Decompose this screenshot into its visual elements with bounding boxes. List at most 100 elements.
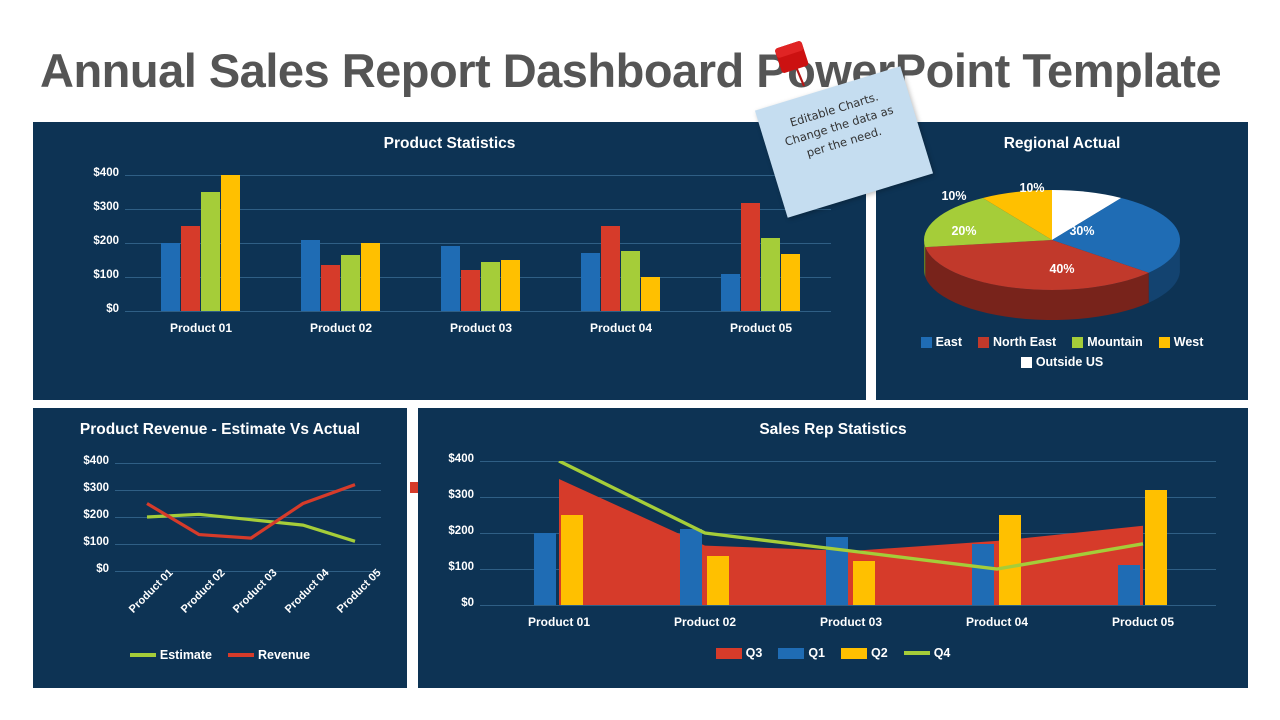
line-q4-svg — [558, 461, 1144, 571]
pushpin-icon — [775, 41, 809, 87]
legend-label-west: West — [1173, 335, 1204, 349]
bar-q2-5 — [1145, 489, 1167, 605]
page-title: Annual Sales Report Dashboard PowerPoint… — [40, 44, 1222, 97]
legend-swatch-east — [920, 336, 932, 348]
pie-value-label-outside-us: 10% — [1019, 181, 1045, 195]
bar-q2-1 — [561, 515, 583, 605]
regional-actual-legend: East North East Mountain West Outside US — [902, 335, 1222, 369]
bar-q3-5 — [761, 237, 780, 311]
bar-q3-4 — [621, 250, 640, 311]
panel-sales-rep: Sales Rep Statistics $0 $100 $200 $300 $400 P… — [418, 408, 1248, 688]
line-q4 — [558, 461, 1144, 571]
y-axis-tick — [115, 463, 121, 464]
gridline — [121, 571, 381, 572]
legend-item-mountain: Mountain — [1072, 335, 1143, 349]
bar-q2-4 — [601, 226, 620, 311]
y-axis-label: $200 — [93, 235, 119, 247]
bar-q1-2 — [680, 529, 702, 605]
x-axis-label: Product 04 — [965, 615, 1028, 629]
legend-item-east: East — [920, 335, 962, 349]
bar-q2-5 — [741, 202, 760, 311]
bar-q1-2 — [301, 239, 320, 311]
panel-product-statistics: Product Statistics $0 $100 $200 $300 $400 Pro… — [33, 122, 866, 494]
legend-swatch-north-east — [978, 336, 989, 348]
pie-slice-outside-us[interactable] — [1052, 190, 1122, 240]
product-revenue-legend: Estimate Revenue — [33, 648, 407, 662]
y-axis-label: $400 — [93, 167, 119, 179]
x-axis-label: Product 05 — [729, 321, 792, 335]
pie-slice-side-east — [1148, 242, 1180, 303]
panel-title-product-revenue: Product Revenue - Estimate Vs Actual — [79, 421, 361, 438]
gridline — [131, 209, 831, 210]
legend-item-q4: Q4 — [903, 646, 951, 660]
legend-swatch-west — [1158, 336, 1170, 348]
y-axis-label: $0 — [96, 563, 109, 575]
y-axis-tick — [125, 175, 131, 176]
y-axis-tick — [115, 490, 121, 491]
y-axis-label: $300 — [83, 482, 109, 494]
gridline — [121, 544, 381, 545]
bar-q4-2 — [361, 243, 380, 311]
legend-swatch-q4 — [903, 651, 930, 655]
bar-q1-4 — [972, 543, 994, 605]
y-axis-tick — [115, 544, 121, 545]
bar-q1-5 — [1118, 565, 1140, 605]
x-axis-label: Product 05 — [1111, 615, 1174, 629]
sticky-note-text: Editable Charts. Change the data as per … — [759, 80, 919, 173]
pie-value-label-west: 10% — [941, 189, 967, 203]
legend-item-west: West — [1158, 335, 1204, 349]
legend-item-north-east: North East — [978, 335, 1056, 349]
bar-q2-2 — [707, 556, 729, 605]
gridline — [486, 605, 1216, 606]
panel-product-revenue: Product Revenue - Estimate Vs Actual $0 $… — [33, 408, 407, 688]
gridline — [121, 490, 381, 491]
legend-label-east: East — [935, 335, 962, 349]
legend-swatch-q2 — [841, 647, 867, 659]
pie-value-label-north-east: 40% — [1049, 262, 1075, 276]
y-axis-label: $100 — [93, 269, 119, 281]
bar-q2-3 — [853, 561, 875, 605]
bar-q4-1 — [221, 175, 240, 311]
y-axis-label: $200 — [448, 525, 474, 537]
gridline — [121, 463, 381, 464]
gridline — [131, 243, 831, 244]
pie-slice-north-east[interactable] — [925, 240, 1149, 291]
y-axis-label: $0 — [106, 303, 119, 315]
y-axis-tick — [125, 311, 131, 312]
y-axis-label: $300 — [448, 489, 474, 501]
pie-slice-east[interactable] — [1052, 197, 1180, 273]
legend-label-q2: Q2 — [871, 646, 888, 660]
legend-label-q4: Q4 — [933, 646, 951, 660]
bar-q4-5 — [781, 253, 800, 311]
legend-label-revenue: Revenue — [258, 648, 311, 662]
bar-q2-3 — [461, 269, 480, 311]
y-axis-tick — [480, 461, 486, 462]
y-axis-label: $200 — [83, 509, 109, 521]
y-axis-tick — [480, 569, 486, 570]
bar-q2-4 — [999, 515, 1021, 605]
pie-slice-mountain[interactable] — [923, 197, 1052, 248]
panel-title-sales-rep: Sales Rep Statistics — [759, 421, 907, 438]
legend-item-estimate: Estimate — [129, 648, 212, 662]
bar-q1-3 — [441, 246, 460, 311]
pie-slice-side-north-east — [925, 247, 1149, 320]
x-axis-label: Product 03 — [819, 615, 882, 629]
x-axis-label: Product 03 — [449, 321, 512, 335]
legend-label-estimate: Estimate — [159, 648, 212, 662]
gridline — [131, 311, 831, 312]
bar-q1-1 — [161, 243, 180, 311]
legend-item-q3: Q3 — [715, 646, 762, 660]
bar-q1-1 — [534, 533, 556, 605]
legend-item-q2: Q2 — [841, 646, 888, 660]
y-axis-tick — [115, 571, 121, 572]
sales-rep-legend: Q3 Q1 Q2 Q4 — [418, 646, 1248, 660]
bar-q4-4 — [641, 277, 660, 311]
y-axis-tick — [125, 209, 131, 210]
legend-swatch-q1 — [778, 647, 805, 659]
y-axis-tick — [480, 497, 486, 498]
pie-svg — [923, 190, 1180, 320]
x-axis-label: Product 01 — [169, 321, 232, 335]
pie-slice-west[interactable] — [982, 190, 1052, 240]
x-axis-label: Product 04 — [589, 321, 652, 335]
